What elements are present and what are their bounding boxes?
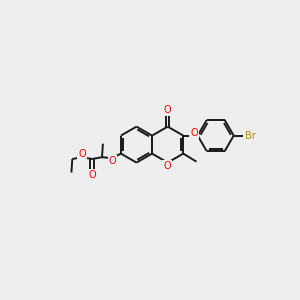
Text: O: O xyxy=(164,161,171,171)
Text: O: O xyxy=(88,170,96,181)
Text: Br: Br xyxy=(244,130,255,141)
Text: O: O xyxy=(78,148,86,159)
Text: O: O xyxy=(190,128,198,138)
Text: O: O xyxy=(109,156,116,166)
Text: O: O xyxy=(164,105,172,115)
